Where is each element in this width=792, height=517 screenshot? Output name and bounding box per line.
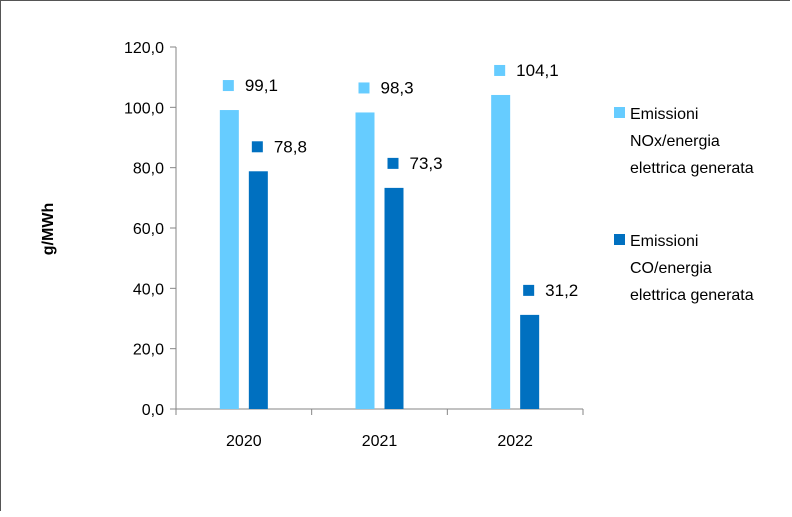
- bar-series-2: [248, 171, 268, 409]
- legend-label: NOx/energia: [630, 133, 720, 150]
- data-label: 98,3: [381, 78, 414, 97]
- data-label: 78,8: [274, 137, 307, 156]
- data-labels: 99,1 98,3 104,1 78,8 73,3 31,2: [222, 61, 578, 300]
- y-tick-label: 60,0: [133, 221, 164, 238]
- data-label-marker: [387, 157, 399, 169]
- legend-swatch: [614, 107, 625, 118]
- data-label: 99,1: [245, 76, 278, 95]
- y-axis-label: g/MWh: [40, 203, 57, 255]
- legend-label: Emissioni: [630, 233, 698, 250]
- data-label: 104,1: [516, 61, 559, 80]
- y-tick-label: 80,0: [133, 161, 164, 178]
- data-label: 73,3: [410, 154, 443, 173]
- y-tick-label: 0,0: [142, 402, 164, 419]
- bar-series-1: [491, 94, 511, 409]
- legend-label: elettrica generata: [630, 287, 754, 304]
- data-label-marker: [358, 82, 370, 94]
- data-label-marker: [222, 80, 234, 92]
- legend-label: Emissioni: [630, 106, 698, 123]
- legend-label: CO/energia: [630, 260, 712, 277]
- bar-series-2: [384, 187, 404, 409]
- bar-series-1: [219, 110, 239, 409]
- legend-label: elettrica generata: [630, 160, 754, 177]
- legend: Emissioni NOx/energia elettrica generata Em…: [614, 106, 754, 304]
- y-tick-label: 40,0: [133, 281, 164, 298]
- y-tick-label: 120,0: [124, 40, 164, 57]
- x-tick-label: 2022: [497, 433, 533, 450]
- data-label-marker: [494, 64, 506, 76]
- data-label-marker: [523, 284, 535, 296]
- legend-swatch: [614, 234, 625, 245]
- data-label: 31,2: [545, 281, 578, 300]
- bars: [219, 94, 540, 409]
- x-tick-label: 2021: [362, 433, 398, 450]
- bar-series-2: [520, 314, 540, 409]
- axes: 0,0 20,0 40,0 60,0 80,0 100,0 120,0 2020 2021 202…: [124, 40, 584, 450]
- y-tick-label: 100,0: [124, 100, 164, 117]
- y-tick-label: 20,0: [133, 342, 164, 359]
- x-tick-label: 2020: [226, 433, 262, 450]
- data-label-marker: [251, 141, 263, 153]
- y-axis-label-group: g/MWh: [40, 203, 57, 255]
- bar-series-1: [355, 112, 375, 409]
